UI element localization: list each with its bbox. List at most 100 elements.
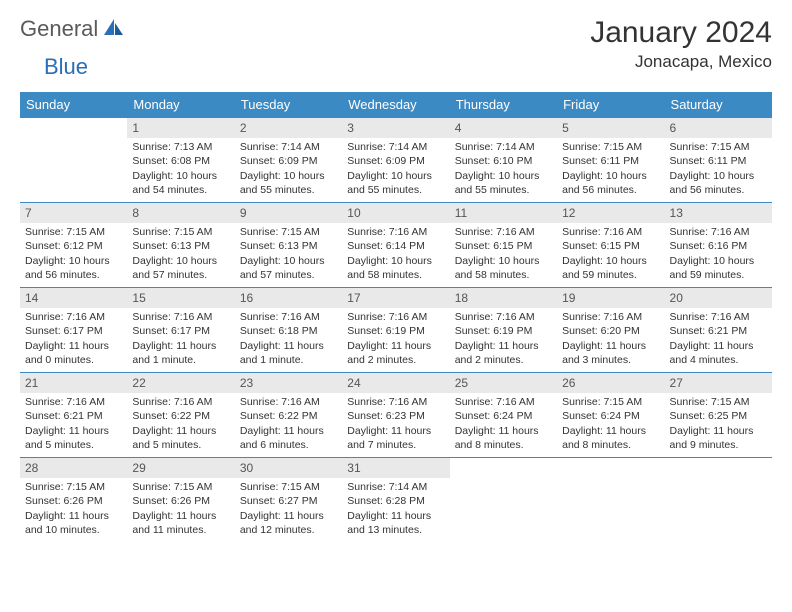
calendar-week-row: 7Sunrise: 7:15 AMSunset: 6:12 PMDaylight… — [20, 203, 772, 288]
sunrise-text: Sunrise: 7:16 AM — [455, 395, 552, 409]
sunrise-text: Sunrise: 7:15 AM — [240, 480, 337, 494]
day-body: Sunrise: 7:15 AMSunset: 6:13 PMDaylight:… — [235, 223, 342, 286]
sunrise-text: Sunrise: 7:16 AM — [670, 225, 767, 239]
location: Jonacapa, Mexico — [590, 52, 772, 72]
daylight-text: Daylight: 11 hours and 13 minutes. — [347, 509, 444, 537]
sunset-text: Sunset: 6:24 PM — [455, 409, 552, 423]
day-number: 18 — [450, 288, 557, 308]
sunrise-text: Sunrise: 7:16 AM — [670, 310, 767, 324]
sunrise-text: Sunrise: 7:16 AM — [240, 395, 337, 409]
sunset-text: Sunset: 6:16 PM — [670, 239, 767, 253]
calendar-day-cell: 14Sunrise: 7:16 AMSunset: 6:17 PMDayligh… — [20, 288, 127, 373]
calendar-day-cell: 10Sunrise: 7:16 AMSunset: 6:14 PMDayligh… — [342, 203, 449, 288]
day-body: Sunrise: 7:15 AMSunset: 6:11 PMDaylight:… — [557, 138, 664, 201]
day-number: 12 — [557, 203, 664, 223]
day-body: Sunrise: 7:15 AMSunset: 6:25 PMDaylight:… — [665, 393, 772, 456]
sail-icon — [102, 17, 124, 42]
calendar-day-cell: 23Sunrise: 7:16 AMSunset: 6:22 PMDayligh… — [235, 373, 342, 458]
day-body: Sunrise: 7:16 AMSunset: 6:17 PMDaylight:… — [127, 308, 234, 371]
daylight-text: Daylight: 10 hours and 59 minutes. — [562, 254, 659, 282]
day-number: 19 — [557, 288, 664, 308]
day-number: 16 — [235, 288, 342, 308]
calendar-week-row: 1Sunrise: 7:13 AMSunset: 6:08 PMDaylight… — [20, 118, 772, 203]
calendar-day-cell — [557, 458, 664, 543]
calendar-day-cell — [665, 458, 772, 543]
daylight-text: Daylight: 10 hours and 55 minutes. — [240, 169, 337, 197]
day-body: Sunrise: 7:16 AMSunset: 6:16 PMDaylight:… — [665, 223, 772, 286]
day-body: Sunrise: 7:14 AMSunset: 6:09 PMDaylight:… — [342, 138, 449, 201]
calendar-day-cell: 20Sunrise: 7:16 AMSunset: 6:21 PMDayligh… — [665, 288, 772, 373]
day-number: 13 — [665, 203, 772, 223]
calendar-day-cell: 12Sunrise: 7:16 AMSunset: 6:15 PMDayligh… — [557, 203, 664, 288]
day-number: 2 — [235, 118, 342, 138]
daylight-text: Daylight: 10 hours and 55 minutes. — [347, 169, 444, 197]
day-body — [20, 138, 127, 144]
calendar-day-cell: 3Sunrise: 7:14 AMSunset: 6:09 PMDaylight… — [342, 118, 449, 203]
sunrise-text: Sunrise: 7:16 AM — [132, 310, 229, 324]
daylight-text: Daylight: 11 hours and 7 minutes. — [347, 424, 444, 452]
day-body: Sunrise: 7:15 AMSunset: 6:11 PMDaylight:… — [665, 138, 772, 201]
weekday-header: Sunday — [20, 92, 127, 118]
daylight-text: Daylight: 11 hours and 2 minutes. — [455, 339, 552, 367]
calendar-day-cell: 7Sunrise: 7:15 AMSunset: 6:12 PMDaylight… — [20, 203, 127, 288]
calendar-day-cell: 19Sunrise: 7:16 AMSunset: 6:20 PMDayligh… — [557, 288, 664, 373]
daylight-text: Daylight: 11 hours and 5 minutes. — [132, 424, 229, 452]
day-body: Sunrise: 7:15 AMSunset: 6:12 PMDaylight:… — [20, 223, 127, 286]
sunset-text: Sunset: 6:19 PM — [455, 324, 552, 338]
calendar-day-cell: 18Sunrise: 7:16 AMSunset: 6:19 PMDayligh… — [450, 288, 557, 373]
daylight-text: Daylight: 11 hours and 3 minutes. — [562, 339, 659, 367]
weekday-header: Monday — [127, 92, 234, 118]
sunrise-text: Sunrise: 7:16 AM — [347, 395, 444, 409]
day-number: 26 — [557, 373, 664, 393]
sunset-text: Sunset: 6:24 PM — [562, 409, 659, 423]
daylight-text: Daylight: 10 hours and 58 minutes. — [347, 254, 444, 282]
sunset-text: Sunset: 6:27 PM — [240, 494, 337, 508]
logo-text-general: General — [20, 16, 98, 42]
daylight-text: Daylight: 10 hours and 57 minutes. — [132, 254, 229, 282]
sunrise-text: Sunrise: 7:16 AM — [132, 395, 229, 409]
sunset-text: Sunset: 6:10 PM — [455, 154, 552, 168]
daylight-text: Daylight: 11 hours and 8 minutes. — [562, 424, 659, 452]
day-body: Sunrise: 7:15 AMSunset: 6:24 PMDaylight:… — [557, 393, 664, 456]
sunrise-text: Sunrise: 7:15 AM — [132, 480, 229, 494]
day-body: Sunrise: 7:15 AMSunset: 6:27 PMDaylight:… — [235, 478, 342, 541]
day-body: Sunrise: 7:15 AMSunset: 6:13 PMDaylight:… — [127, 223, 234, 286]
day-body: Sunrise: 7:16 AMSunset: 6:17 PMDaylight:… — [20, 308, 127, 371]
weekday-header: Thursday — [450, 92, 557, 118]
day-body — [450, 478, 557, 484]
calendar-day-cell: 1Sunrise: 7:13 AMSunset: 6:08 PMDaylight… — [127, 118, 234, 203]
sunset-text: Sunset: 6:11 PM — [562, 154, 659, 168]
day-number: 4 — [450, 118, 557, 138]
calendar-day-cell: 6Sunrise: 7:15 AMSunset: 6:11 PMDaylight… — [665, 118, 772, 203]
day-number: 21 — [20, 373, 127, 393]
sunset-text: Sunset: 6:18 PM — [240, 324, 337, 338]
daylight-text: Daylight: 11 hours and 11 minutes. — [132, 509, 229, 537]
day-number: 28 — [20, 458, 127, 478]
calendar-day-cell — [450, 458, 557, 543]
logo: General — [20, 16, 128, 42]
day-number: 15 — [127, 288, 234, 308]
sunrise-text: Sunrise: 7:15 AM — [132, 225, 229, 239]
daylight-text: Daylight: 11 hours and 2 minutes. — [347, 339, 444, 367]
sunrise-text: Sunrise: 7:15 AM — [25, 480, 122, 494]
sunrise-text: Sunrise: 7:15 AM — [562, 395, 659, 409]
calendar-day-cell: 28Sunrise: 7:15 AMSunset: 6:26 PMDayligh… — [20, 458, 127, 543]
sunset-text: Sunset: 6:17 PM — [132, 324, 229, 338]
day-body: Sunrise: 7:16 AMSunset: 6:23 PMDaylight:… — [342, 393, 449, 456]
sunset-text: Sunset: 6:19 PM — [347, 324, 444, 338]
weekday-header: Friday — [557, 92, 664, 118]
calendar-day-cell: 22Sunrise: 7:16 AMSunset: 6:22 PMDayligh… — [127, 373, 234, 458]
sunset-text: Sunset: 6:20 PM — [562, 324, 659, 338]
sunset-text: Sunset: 6:22 PM — [132, 409, 229, 423]
day-number: 1 — [127, 118, 234, 138]
sunset-text: Sunset: 6:17 PM — [25, 324, 122, 338]
sunrise-text: Sunrise: 7:16 AM — [562, 310, 659, 324]
day-body: Sunrise: 7:16 AMSunset: 6:19 PMDaylight:… — [342, 308, 449, 371]
sunrise-text: Sunrise: 7:14 AM — [347, 140, 444, 154]
day-number: 5 — [557, 118, 664, 138]
day-number: 9 — [235, 203, 342, 223]
logo-text-blue: Blue — [44, 54, 88, 80]
daylight-text: Daylight: 11 hours and 8 minutes. — [455, 424, 552, 452]
day-body: Sunrise: 7:16 AMSunset: 6:20 PMDaylight:… — [557, 308, 664, 371]
daylight-text: Daylight: 11 hours and 5 minutes. — [25, 424, 122, 452]
